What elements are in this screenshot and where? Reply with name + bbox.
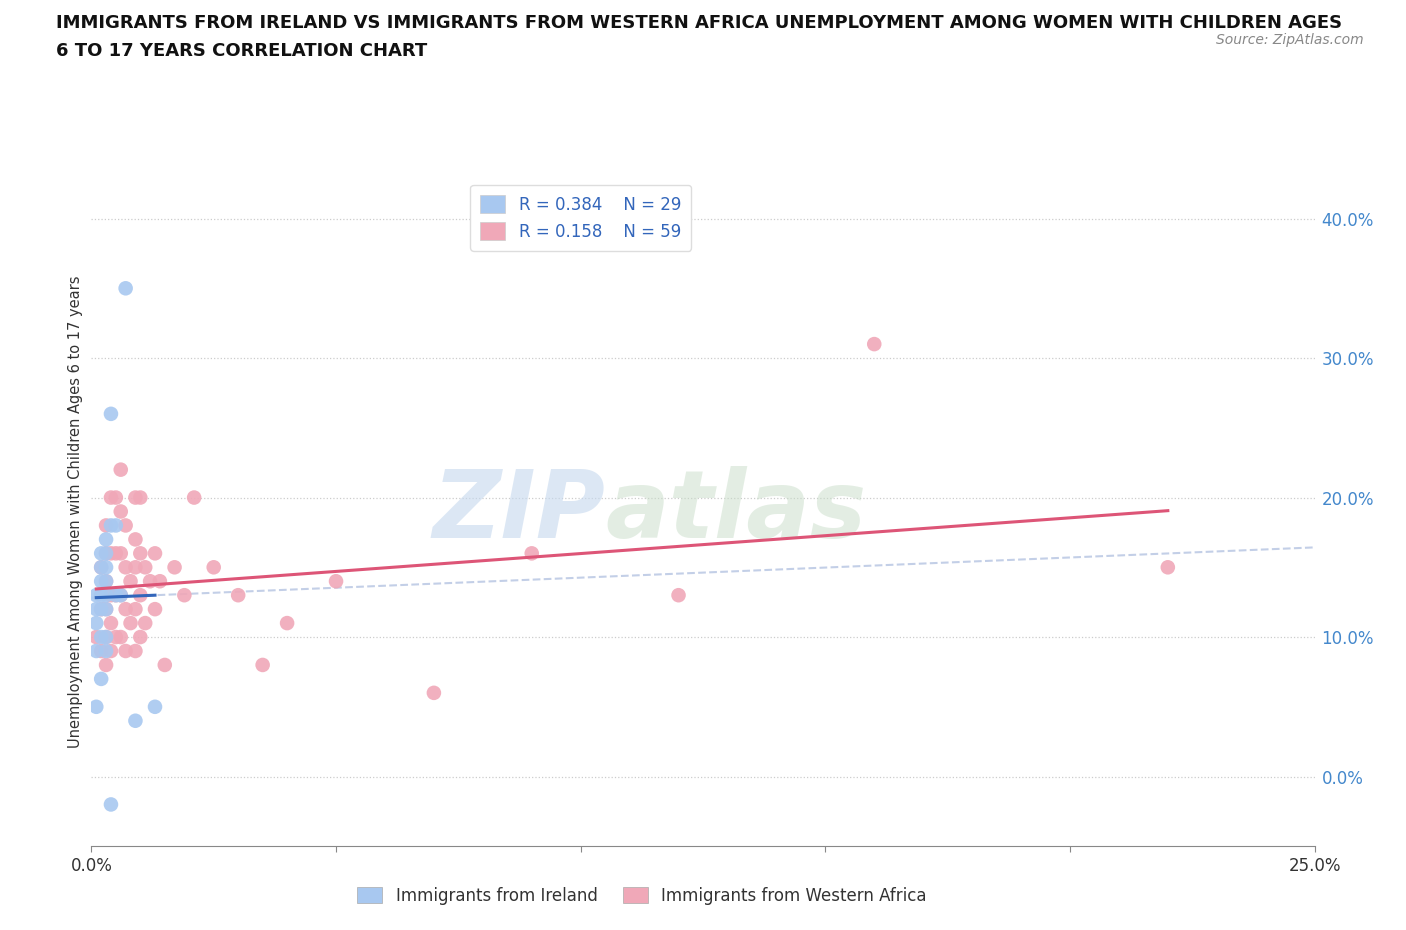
- Point: [90, 630, 112, 644]
- Point: [100, 490, 122, 505]
- Point: [863, 337, 886, 352]
- Point: [183, 490, 205, 505]
- Point: [143, 699, 166, 714]
- Point: [94, 630, 117, 644]
- Point: [114, 560, 136, 575]
- Text: 6 TO 17 YEARS CORRELATION CHART: 6 TO 17 YEARS CORRELATION CHART: [56, 42, 427, 60]
- Point: [90, 588, 112, 603]
- Point: [226, 588, 249, 603]
- Point: [134, 560, 156, 575]
- Point: [100, 518, 122, 533]
- Point: [100, 588, 122, 603]
- Point: [94, 602, 117, 617]
- Point: [90, 546, 112, 561]
- Point: [120, 616, 142, 631]
- Point: [114, 281, 136, 296]
- Point: [100, 644, 122, 658]
- Point: [668, 588, 690, 603]
- Point: [84, 588, 107, 603]
- Point: [94, 588, 117, 603]
- Point: [94, 546, 117, 561]
- Point: [100, 546, 122, 561]
- Point: [94, 658, 117, 672]
- Point: [124, 490, 146, 505]
- Point: [94, 574, 117, 589]
- Point: [143, 546, 166, 561]
- Legend: Immigrants from Ireland, Immigrants from Western Africa: Immigrants from Ireland, Immigrants from…: [350, 881, 934, 911]
- Point: [84, 644, 107, 658]
- Point: [325, 574, 347, 589]
- Point: [114, 602, 136, 617]
- Point: [90, 560, 112, 575]
- Point: [104, 630, 127, 644]
- Point: [94, 560, 117, 575]
- Point: [100, 616, 122, 631]
- Point: [143, 602, 166, 617]
- Point: [90, 602, 112, 617]
- Point: [110, 546, 132, 561]
- Point: [129, 490, 152, 505]
- Point: [134, 616, 156, 631]
- Point: [84, 630, 107, 644]
- Point: [90, 560, 112, 575]
- Point: [114, 644, 136, 658]
- Point: [110, 630, 132, 644]
- Point: [84, 616, 107, 631]
- Text: ZIP: ZIP: [432, 466, 605, 557]
- Point: [110, 462, 132, 477]
- Point: [90, 644, 112, 658]
- Point: [124, 532, 146, 547]
- Point: [163, 560, 186, 575]
- Point: [104, 546, 127, 561]
- Text: Source: ZipAtlas.com: Source: ZipAtlas.com: [1216, 33, 1364, 46]
- Point: [94, 532, 117, 547]
- Point: [423, 685, 446, 700]
- Point: [94, 546, 117, 561]
- Point: [90, 602, 112, 617]
- Point: [1157, 560, 1180, 575]
- Point: [110, 504, 132, 519]
- Point: [520, 546, 543, 561]
- Point: [104, 588, 127, 603]
- Point: [149, 574, 172, 589]
- Point: [94, 518, 117, 533]
- Point: [84, 699, 107, 714]
- Point: [129, 546, 152, 561]
- Y-axis label: Unemployment Among Women with Children Ages 6 to 17 years: Unemployment Among Women with Children A…: [67, 275, 83, 748]
- Point: [173, 588, 195, 603]
- Point: [110, 588, 132, 603]
- Point: [100, 406, 122, 421]
- Point: [124, 713, 146, 728]
- Point: [252, 658, 274, 672]
- Point: [124, 602, 146, 617]
- Point: [100, 797, 122, 812]
- Point: [94, 644, 117, 658]
- Point: [129, 630, 152, 644]
- Point: [84, 602, 107, 617]
- Text: IMMIGRANTS FROM IRELAND VS IMMIGRANTS FROM WESTERN AFRICA UNEMPLOYMENT AMONG WOM: IMMIGRANTS FROM IRELAND VS IMMIGRANTS FR…: [56, 14, 1343, 32]
- Point: [139, 574, 162, 589]
- Point: [110, 588, 132, 603]
- Point: [94, 630, 117, 644]
- Point: [124, 560, 146, 575]
- Point: [120, 574, 142, 589]
- Point: [94, 574, 117, 589]
- Text: atlas: atlas: [605, 466, 866, 557]
- Point: [90, 671, 112, 686]
- Point: [114, 518, 136, 533]
- Point: [90, 574, 112, 589]
- Point: [104, 588, 127, 603]
- Point: [129, 588, 152, 603]
- Point: [276, 616, 298, 631]
- Point: [104, 490, 127, 505]
- Point: [124, 644, 146, 658]
- Point: [153, 658, 176, 672]
- Point: [202, 560, 225, 575]
- Point: [104, 518, 127, 533]
- Point: [94, 602, 117, 617]
